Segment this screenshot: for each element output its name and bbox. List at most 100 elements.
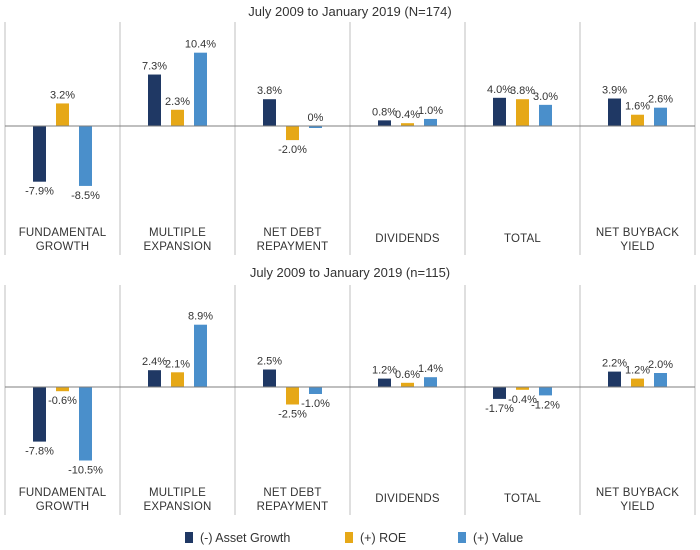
value-label-value-dividends: 1.4% <box>418 363 443 375</box>
bar-roe-multiple-expansion <box>171 109 184 126</box>
legend-label-asset-growth: (-) Asset Growth <box>200 531 290 545</box>
value-label-value-net-debt-repayment: -1.0% <box>301 398 330 410</box>
value-label-asset-growth-dividends: 1.2% <box>372 365 397 377</box>
value-label-roe-net-buyback-yield: 1.2% <box>625 365 650 377</box>
legend-swatch-value <box>458 532 466 543</box>
bar-asset-growth-fundamental-growth <box>33 126 46 182</box>
bar-asset-growth-dividends <box>378 120 391 126</box>
bar-roe-multiple-expansion <box>171 372 184 387</box>
bar-roe-fundamental-growth <box>56 103 69 126</box>
category-label-line: EXPANSION <box>143 241 211 253</box>
category-label-line: REPAYMENT <box>257 501 329 513</box>
value-label-value-total: 3.0% <box>533 91 558 103</box>
legend-swatch-roe <box>345 532 353 543</box>
bar-roe-net-debt-repayment <box>286 387 299 405</box>
legend-label-value: (+) Value <box>473 531 523 545</box>
value-label-value-total: -1.2% <box>531 399 560 411</box>
bar-value-net-buyback-yield <box>654 373 667 387</box>
bar-asset-growth-dividends <box>378 378 391 387</box>
bar-value-fundamental-growth <box>79 126 92 186</box>
category-label-net-debt-repayment: NET DEBT REPAYMENT <box>257 227 329 253</box>
category-label-line: YIELD <box>620 241 654 253</box>
bar-asset-growth-net-buyback-yield <box>608 98 621 126</box>
bar-value-net-debt-repayment <box>309 387 322 394</box>
category-label-line: FUNDAMENTAL <box>19 487 107 499</box>
legend-swatch-asset-growth <box>185 532 193 543</box>
value-label-asset-growth-net-debt-repayment: 2.5% <box>257 356 282 368</box>
value-label-roe-dividends: 0.4% <box>395 109 420 121</box>
value-label-value-fundamental-growth: -10.5% <box>68 465 103 477</box>
value-label-asset-growth-dividends: 0.8% <box>372 106 397 118</box>
value-label-roe-net-buyback-yield: 1.6% <box>625 101 650 113</box>
bar-asset-growth-net-debt-repayment <box>263 369 276 387</box>
value-label-value-fundamental-growth: -8.5% <box>71 190 100 202</box>
legend-label-roe: (+) ROE <box>360 531 406 545</box>
value-label-value-net-debt-repayment: 0% <box>308 112 324 124</box>
category-label-multiple-expansion: MULTIPLE EXPANSION <box>143 487 211 513</box>
value-label-roe-fundamental-growth: 3.2% <box>50 89 75 101</box>
category-label-total: TOTAL <box>504 233 541 245</box>
bar-value-total <box>539 387 552 396</box>
bar-value-multiple-expansion <box>194 324 207 387</box>
bar-asset-growth-net-buyback-yield <box>608 371 621 387</box>
category-label-line: NET DEBT <box>263 487 321 499</box>
bar-roe-fundamental-growth <box>56 387 69 392</box>
value-label-value-multiple-expansion: 8.9% <box>188 311 213 323</box>
category-label-line: NET DEBT <box>263 227 321 239</box>
category-label-fundamental-growth: FUNDAMENTAL GROWTH <box>19 227 107 253</box>
bar-value-dividends <box>424 377 437 387</box>
value-label-value-multiple-expansion: 10.4% <box>185 39 216 51</box>
panel-2-title: July 2009 to January 2019 (n=115) <box>250 265 450 280</box>
bar-asset-growth-net-debt-repayment <box>263 99 276 126</box>
bar-value-total <box>539 104 552 126</box>
value-label-asset-growth-total: -1.7% <box>485 403 514 415</box>
value-label-value-net-buyback-yield: 2.0% <box>648 359 673 371</box>
value-label-asset-growth-total: 4.0% <box>487 84 512 96</box>
category-label-net-buyback-yield: NET BUYBACK YIELD <box>596 487 679 513</box>
bar-value-net-buyback-yield <box>654 107 667 126</box>
category-label-dividends: DIVIDENDS <box>375 233 440 245</box>
category-label-line: GROWTH <box>36 501 90 513</box>
value-label-asset-growth-fundamental-growth: -7.8% <box>25 446 54 458</box>
value-label-asset-growth-fundamental-growth: -7.9% <box>25 186 54 198</box>
category-label-line: NET BUYBACK <box>596 487 679 499</box>
value-label-roe-net-debt-repayment: -2.0% <box>278 144 307 156</box>
bar-asset-growth-total <box>493 97 506 126</box>
category-label-line: REPAYMENT <box>257 241 329 253</box>
bar-roe-total <box>516 387 529 390</box>
bar-asset-growth-fundamental-growth <box>33 387 46 442</box>
value-label-roe-total: -0.4% <box>508 394 537 406</box>
bar-roe-net-debt-repayment <box>286 126 299 141</box>
bar-value-dividends <box>424 118 437 126</box>
value-label-roe-multiple-expansion: 2.1% <box>165 358 190 370</box>
bar-value-net-debt-repayment <box>309 126 322 128</box>
bar-roe-dividends <box>401 382 414 387</box>
category-label-multiple-expansion: MULTIPLE EXPANSION <box>143 227 211 253</box>
bar-roe-net-buyback-yield <box>631 378 644 387</box>
value-label-asset-growth-net-buyback-yield: 2.2% <box>602 358 627 370</box>
bar-value-fundamental-growth <box>79 387 92 461</box>
category-label-fundamental-growth: FUNDAMENTAL GROWTH <box>19 487 107 513</box>
category-label-line: YIELD <box>620 501 654 513</box>
value-label-roe-net-debt-repayment: -2.5% <box>278 409 307 421</box>
value-label-value-dividends: 1.0% <box>418 105 443 117</box>
category-label-line: FUNDAMENTAL <box>19 227 107 239</box>
value-label-roe-dividends: 0.6% <box>395 369 420 381</box>
panel-2-plot: -7.8% 2.4% 2.5% 1.2% -1.7% 2.2% -0.6% 2.1% -2.5%… <box>4 285 696 515</box>
value-label-asset-growth-net-debt-repayment: 3.8% <box>257 85 282 97</box>
panel-1-title: July 2009 to January 2019 (N=174) <box>248 4 451 19</box>
value-label-roe-fundamental-growth: -0.6% <box>48 395 77 407</box>
legend: (-) Asset Growth (+) ROE (+) Value <box>185 531 523 545</box>
value-label-asset-growth-multiple-expansion: 7.3% <box>142 61 167 73</box>
category-label-line: GROWTH <box>36 241 90 253</box>
category-label-line: MULTIPLE <box>149 227 206 239</box>
panel-1-plot: -7.9% 7.3% 3.8% 0.8% 4.0% 3.9% 3.2% 2.3% -2.0% 0.… <box>4 22 696 255</box>
value-label-roe-multiple-expansion: 2.3% <box>165 96 190 108</box>
category-label-net-buyback-yield: NET BUYBACK YIELD <box>596 227 679 253</box>
category-label-total: TOTAL <box>504 493 541 505</box>
bar-roe-dividends <box>401 123 414 126</box>
bar-roe-net-buyback-yield <box>631 114 644 126</box>
category-label-dividends: DIVIDENDS <box>375 493 440 505</box>
category-label-line: MULTIPLE <box>149 487 206 499</box>
